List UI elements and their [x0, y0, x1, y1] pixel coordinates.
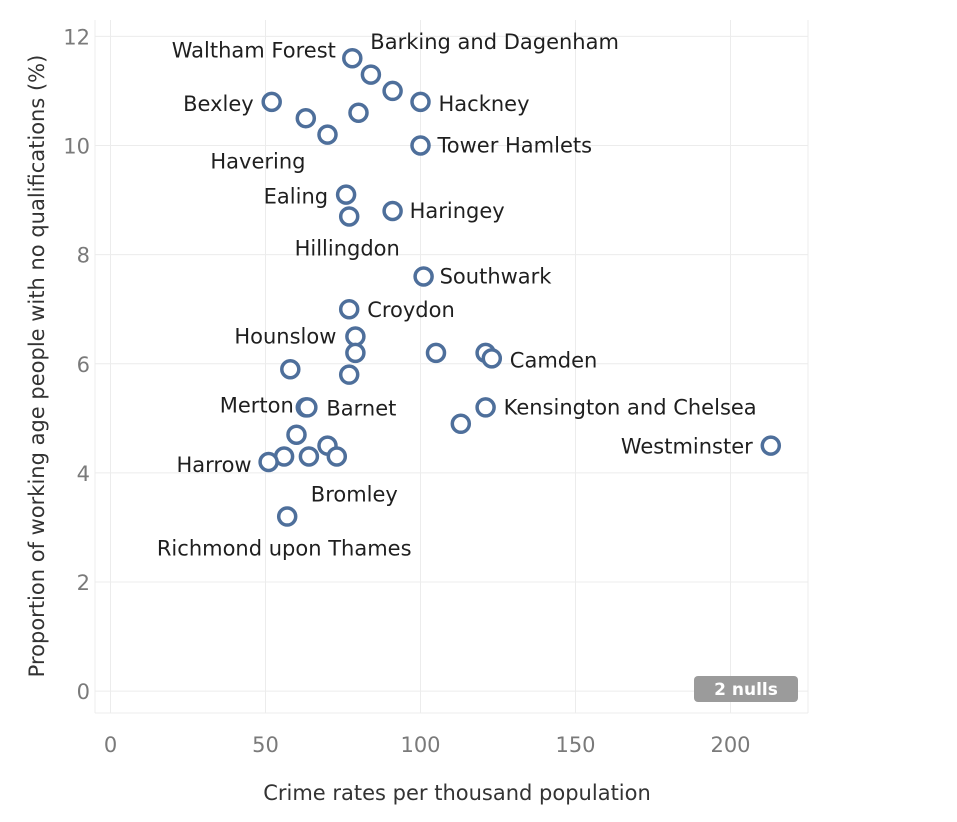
data-point[interactable] [345, 326, 366, 347]
x-tick-label: 0 [104, 733, 117, 757]
data-point[interactable] [338, 298, 360, 320]
data-point[interactable] [450, 413, 472, 435]
point-label: Haringey [410, 199, 505, 223]
data-points [258, 47, 782, 527]
point-label: Camden [510, 348, 598, 372]
point-label: Westminster [621, 435, 753, 459]
data-point[interactable] [286, 424, 307, 445]
data-point[interactable] [481, 348, 503, 369]
point-label: Havering [210, 150, 305, 174]
point-label: Bexley [183, 92, 254, 116]
data-point[interactable] [425, 342, 447, 364]
point-label: Ealing [264, 185, 328, 209]
data-point[interactable] [280, 358, 301, 380]
point-label: Barnet [326, 396, 396, 420]
y-tick-label: 6 [77, 353, 90, 377]
point-labels: Barking and Dagenham Waltham Forest Hackne… [157, 30, 757, 560]
data-point[interactable] [276, 506, 298, 527]
data-point[interactable] [348, 102, 369, 124]
data-point[interactable] [382, 200, 403, 222]
x-tick-label: 200 [710, 733, 750, 757]
x-tick-label: 100 [400, 733, 440, 757]
null-badge-text: 2 nulls [714, 680, 778, 700]
data-point[interactable] [298, 446, 320, 467]
x-tick-label: 50 [252, 733, 279, 757]
point-label: Hackney [439, 92, 530, 116]
point-label: Merton [220, 393, 294, 417]
x-axis-title: Crime rates per thousand population [263, 781, 651, 805]
y-tick-label: 2 [77, 571, 90, 595]
point-label: Hillingdon [295, 236, 400, 260]
data-point[interactable] [410, 91, 431, 113]
data-point[interactable] [258, 451, 279, 473]
y-tick-label: 12 [63, 25, 90, 49]
y-tick-label: 4 [77, 462, 90, 486]
y-tick-label: 8 [77, 244, 90, 268]
null-badge[interactable]: 2 nulls [694, 676, 798, 702]
data-point[interactable] [360, 64, 382, 85]
gridlines [94, 20, 809, 714]
y-axis-ticks: 0 2 4 6 8 10 12 [63, 25, 90, 704]
x-axis-ticks: 0 50 100 150 200 [104, 733, 751, 757]
data-point[interactable] [338, 364, 360, 385]
data-point[interactable] [345, 342, 366, 364]
data-point[interactable] [760, 435, 782, 456]
null-badge-background [694, 676, 798, 702]
data-point[interactable] [382, 80, 403, 102]
y-tick-label: 0 [77, 680, 90, 704]
point-label: Southwark [440, 264, 553, 288]
data-point[interactable] [410, 135, 431, 156]
data-point[interactable] [413, 266, 434, 287]
data-point[interactable] [295, 107, 317, 129]
point-label: Hounslow [234, 324, 336, 348]
data-point[interactable] [342, 47, 363, 69]
data-point[interactable] [326, 446, 348, 467]
data-point[interactable] [317, 124, 338, 145]
point-label: Kensington and Chelsea [504, 395, 757, 419]
point-label: Tower Hamlets [437, 134, 593, 158]
data-point[interactable] [475, 397, 496, 418]
x-tick-label: 150 [555, 733, 595, 757]
data-point[interactable] [261, 91, 282, 113]
data-point[interactable] [338, 206, 360, 227]
point-label: Richmond upon Thames [157, 537, 412, 561]
point-label: Barking and Dagenham [370, 30, 619, 54]
data-point[interactable] [335, 184, 357, 205]
data-point[interactable] [297, 397, 318, 418]
point-label: Croydon [367, 298, 455, 322]
y-axis-title: Proportion of working age people with no… [25, 55, 49, 678]
point-label: Waltham Forest [172, 39, 336, 63]
point-label: Harrow [176, 453, 251, 477]
y-tick-label: 10 [63, 135, 90, 159]
point-label: Bromley [311, 483, 398, 507]
